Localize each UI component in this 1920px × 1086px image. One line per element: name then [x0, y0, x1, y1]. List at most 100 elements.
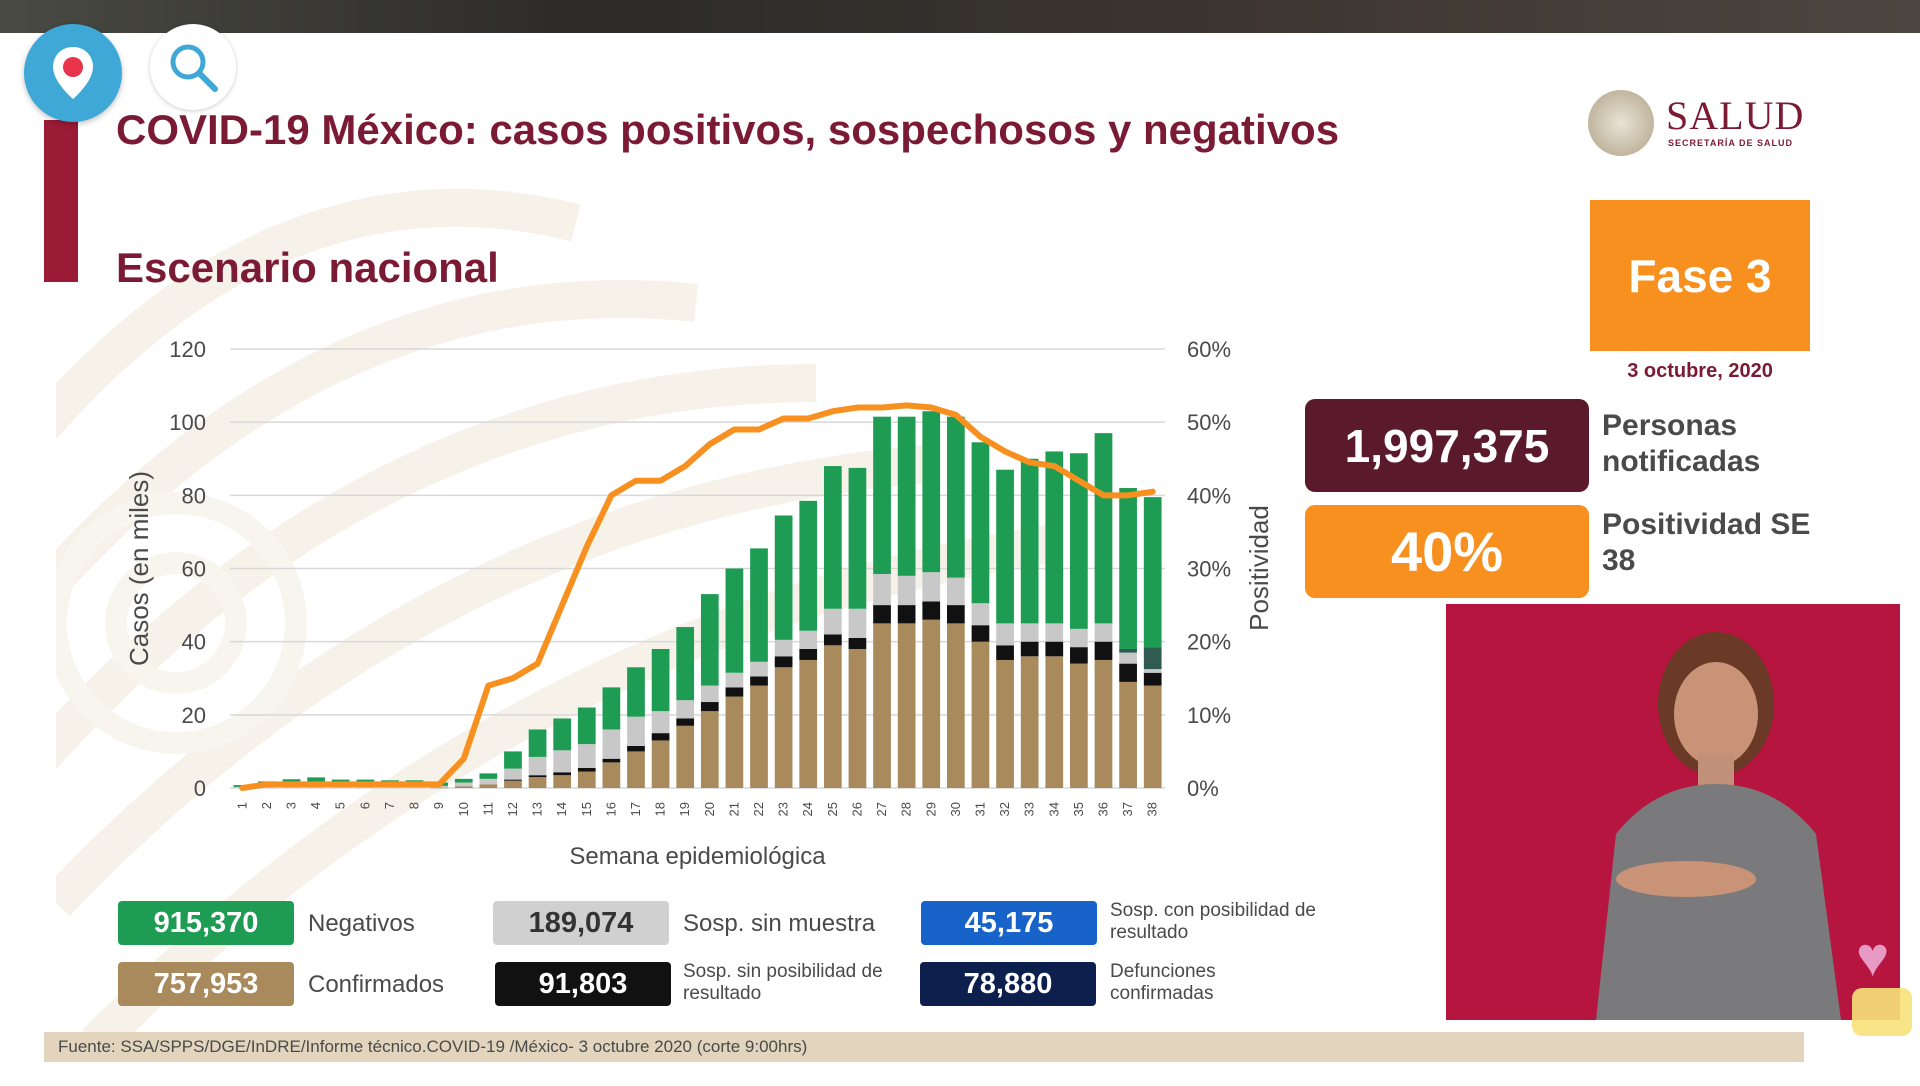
bar-segment — [1143, 669, 1162, 673]
heart-icon[interactable]: ♥ — [1856, 925, 1890, 988]
bar-segment — [1143, 672, 1162, 686]
positividad-line — [239, 402, 1156, 791]
bar-segment — [602, 687, 621, 730]
y2-tick-label: 40% — [1187, 483, 1231, 508]
bar-segment — [946, 577, 965, 606]
bar-segment — [700, 594, 719, 686]
bar-segment — [971, 442, 990, 604]
y-tick-label: 20 — [182, 703, 206, 728]
legend-sin-posibilidad-value: 91,803 — [495, 962, 671, 1006]
bar-segment — [823, 645, 842, 788]
bar-segment — [971, 625, 990, 642]
bar-segment — [725, 687, 744, 697]
bar-segment — [1094, 641, 1113, 660]
bar-segment — [651, 711, 670, 734]
x-tick-label: 2 — [259, 802, 274, 809]
bar-segment — [504, 768, 522, 780]
bar-segment — [331, 786, 350, 788]
bar-segment — [1094, 433, 1113, 624]
bar-segment — [381, 786, 399, 788]
bar-segment — [750, 548, 768, 662]
bar-segment — [799, 659, 818, 788]
bar-segment — [897, 416, 916, 576]
bar-segment — [1143, 497, 1162, 648]
bar-segment — [676, 725, 695, 788]
x-tick-label: 8 — [407, 802, 422, 809]
x-tick-label: 34 — [1046, 802, 1061, 816]
y-tick-label: 60 — [182, 557, 206, 582]
bar-segment — [676, 718, 695, 726]
bar-segment — [922, 619, 941, 788]
bar-segment — [356, 786, 375, 788]
bar-segment — [258, 786, 276, 788]
bar-segment — [577, 771, 596, 788]
x-tick-label: 11 — [480, 802, 495, 816]
title-accent-bar — [44, 120, 78, 282]
bar-segment — [528, 756, 547, 776]
bar-segment — [627, 667, 645, 717]
x-tick-label: 12 — [505, 802, 520, 816]
bar-segment — [602, 758, 621, 763]
x-tick-label: 3 — [284, 802, 299, 809]
bar-segment — [971, 603, 990, 626]
map-pin-button[interactable] — [24, 24, 122, 122]
x-tick-label: 17 — [628, 802, 643, 816]
bar-segment — [823, 608, 842, 635]
bar-segment — [922, 572, 941, 602]
bar-segment — [528, 729, 547, 757]
bar-segment — [873, 605, 891, 624]
x-tick-label: 25 — [825, 802, 840, 816]
bar-segment — [676, 627, 695, 701]
y-tick-label: 80 — [182, 483, 206, 508]
y-tick-label: 0 — [194, 776, 206, 801]
bar-segment — [1020, 656, 1039, 788]
bar-segment — [1070, 663, 1088, 788]
bar-segment — [553, 718, 572, 751]
bar-segment — [946, 623, 965, 788]
bar-segment — [479, 778, 498, 785]
bar-segment — [504, 779, 522, 781]
bar-segment — [1045, 623, 1064, 642]
y2-tick-label: 30% — [1187, 557, 1231, 582]
x-tick-label: 1 — [234, 802, 249, 809]
x-tick-label: 7 — [382, 802, 397, 809]
page-title: COVID-19 México: casos positivos, sospec… — [116, 106, 1340, 153]
x-tick-label: 38 — [1145, 802, 1160, 816]
x-tick-label: 31 — [972, 802, 987, 816]
bar-segment — [1070, 628, 1088, 648]
bar-segment — [774, 656, 793, 668]
bar-segment — [700, 711, 719, 788]
x-tick-label: 37 — [1120, 802, 1135, 816]
y-tick-label: 120 — [169, 337, 206, 362]
map-pin-icon — [53, 47, 93, 99]
search-button[interactable] — [150, 24, 236, 110]
bar-segment — [430, 787, 449, 789]
bar-segment — [1070, 453, 1088, 629]
positividad-line-group — [239, 402, 1156, 791]
legend-confirmados-value: 757,953 — [118, 962, 294, 1006]
logo-name: SALUD — [1666, 93, 1805, 138]
bar-segment — [750, 676, 768, 686]
bar-segment — [1119, 663, 1137, 682]
bar-segment — [725, 568, 744, 673]
bar-segment — [774, 515, 793, 640]
x-tick-label: 29 — [923, 802, 938, 816]
bar-segment — [799, 630, 818, 649]
y-tick-label: 100 — [169, 410, 206, 435]
bar-segment — [1094, 623, 1113, 642]
bar-stacks — [233, 411, 1162, 789]
bar-segment — [553, 772, 572, 776]
bar-segment — [651, 733, 670, 741]
camera-chip[interactable] — [1852, 988, 1912, 1036]
bar-segment — [627, 716, 645, 746]
bar-segment — [725, 696, 744, 788]
bar-segment — [504, 780, 522, 788]
x-tick-label: 16 — [603, 802, 618, 816]
x-tick-label: 5 — [333, 802, 348, 809]
bar-segment — [725, 672, 744, 688]
interpreter-figure — [1596, 632, 1841, 1020]
bar-segment — [479, 773, 498, 779]
bar-segment — [1020, 623, 1039, 642]
bar-segment — [1119, 652, 1137, 664]
